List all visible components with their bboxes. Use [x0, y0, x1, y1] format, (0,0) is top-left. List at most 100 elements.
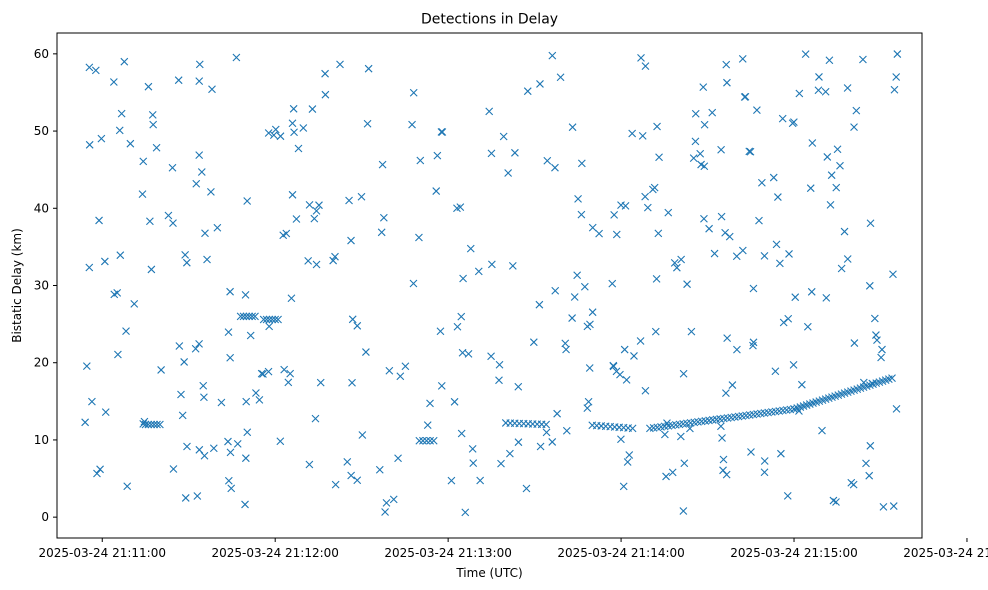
data-point [85, 263, 94, 272]
data-point [755, 216, 763, 225]
data-point [866, 441, 875, 450]
data-point [610, 210, 619, 219]
data-point [192, 179, 201, 188]
data-point [595, 229, 603, 238]
data-point [82, 362, 91, 370]
data-point [705, 224, 713, 233]
data-point [345, 196, 353, 205]
data-point [843, 84, 852, 92]
data-point [741, 92, 750, 101]
data-point [847, 478, 856, 487]
data-point [568, 123, 577, 132]
data-point [806, 184, 815, 193]
data-point [696, 149, 705, 158]
data-point [197, 168, 206, 176]
data-point [287, 294, 296, 303]
data-point [252, 389, 260, 397]
data-point [850, 123, 858, 131]
data-point [226, 353, 235, 362]
data-point [153, 420, 161, 429]
data-point [208, 85, 216, 94]
data-point [290, 128, 298, 137]
data-point [890, 85, 899, 94]
data-point [288, 119, 297, 128]
data-point [487, 352, 495, 361]
data-point [288, 190, 297, 199]
data-point [358, 431, 367, 439]
data-point [233, 440, 242, 448]
x-axis: 2025-03-24 21:11:00 2025-03-24 21:12:00 20… [39, 538, 988, 560]
data-point [700, 162, 709, 171]
data-point [415, 233, 423, 242]
data-point [280, 365, 289, 374]
data-point [284, 378, 293, 387]
y-tick-label: 20 [34, 356, 49, 370]
data-point [680, 459, 689, 468]
data-point [722, 60, 731, 69]
data-point [511, 148, 519, 157]
data-point [312, 260, 321, 269]
data-point [181, 250, 190, 259]
data-point [619, 482, 628, 491]
data-point [710, 249, 719, 258]
data-point [617, 435, 625, 444]
data-point [679, 369, 688, 378]
data-point [717, 422, 725, 431]
data-point [815, 73, 823, 81]
data-point [650, 183, 659, 192]
data-point [438, 128, 447, 136]
data-point [732, 252, 741, 261]
data-point [299, 124, 308, 132]
data-point [259, 315, 268, 324]
data-point [791, 293, 800, 302]
data-point [88, 397, 96, 406]
data-point [331, 480, 340, 489]
data-point [708, 108, 717, 117]
data-point [663, 419, 671, 428]
data-point [409, 279, 418, 288]
data-point [785, 250, 793, 258]
data-point [85, 140, 94, 149]
data-point [641, 62, 650, 71]
data-point [556, 73, 565, 82]
data-point [117, 109, 126, 118]
data-point [276, 132, 285, 141]
data-point [312, 207, 321, 215]
data-point [429, 436, 438, 445]
data-point [195, 151, 204, 160]
data-point [385, 366, 394, 375]
data-point [551, 286, 560, 295]
data-point [865, 281, 874, 290]
data-point [459, 274, 467, 283]
data-point [822, 293, 831, 302]
data-point [636, 337, 645, 345]
data-point [723, 334, 732, 343]
y-axis-label: Bistatic Delay (km) [10, 228, 24, 343]
data-point [821, 87, 830, 96]
data-point [829, 496, 838, 505]
data-point [795, 89, 804, 98]
data-point [248, 312, 257, 321]
y-axis: 0 10 20 30 40 50 60 [34, 47, 57, 524]
data-point [363, 119, 372, 128]
data-point [466, 244, 475, 253]
data-point [377, 228, 386, 237]
data-point [100, 257, 109, 266]
data-point [200, 451, 209, 460]
data-point [378, 160, 387, 169]
data-point [837, 264, 846, 273]
data-point [655, 153, 663, 162]
data-point [243, 197, 252, 205]
data-point [760, 457, 769, 465]
data-point [144, 82, 153, 91]
data-point [379, 213, 388, 222]
data-point [850, 339, 859, 347]
data-point [508, 261, 517, 270]
y-tick-label: 10 [34, 433, 49, 447]
data-point [562, 345, 570, 354]
data-point [357, 192, 366, 201]
data-point [147, 265, 156, 274]
data-point [447, 476, 456, 485]
data-point [514, 382, 523, 391]
data-point [259, 370, 267, 378]
